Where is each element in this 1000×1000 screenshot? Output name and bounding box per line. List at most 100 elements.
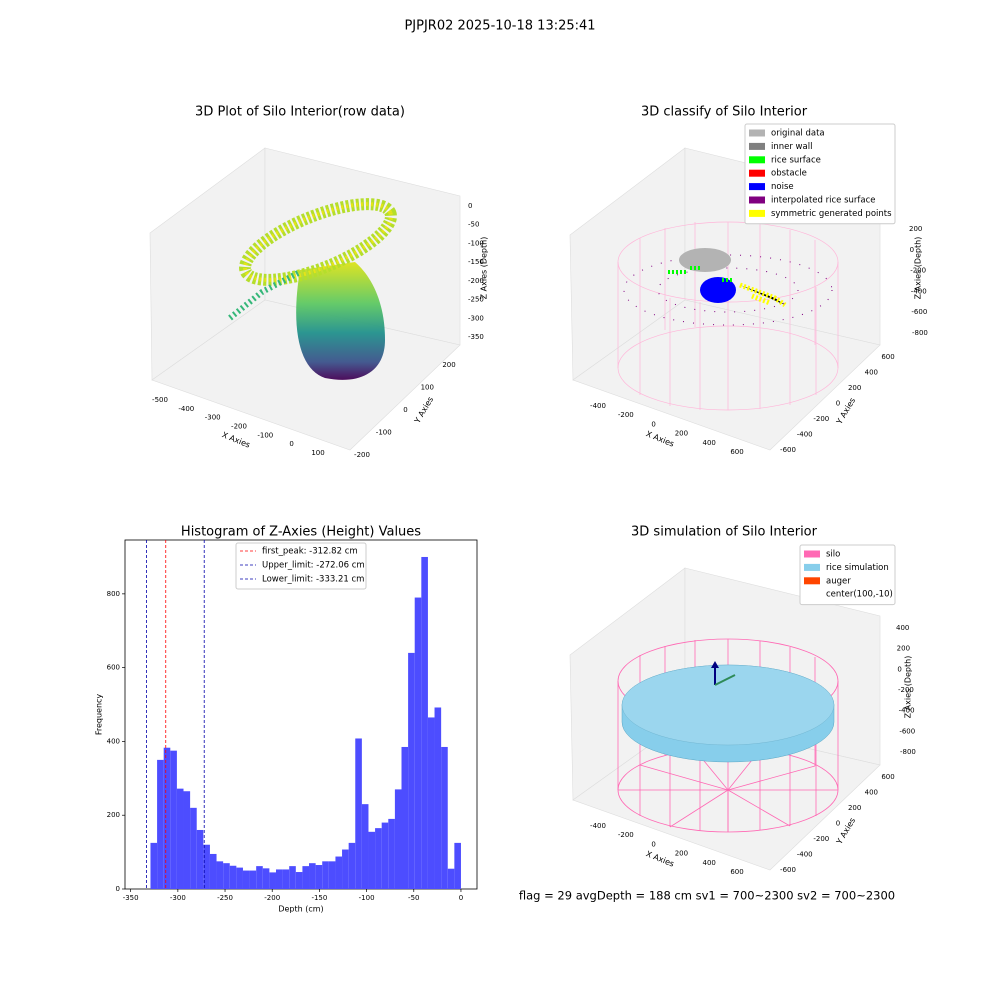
z-tick-label: -800 (912, 329, 928, 337)
z-tick-label: -600 (911, 308, 927, 316)
y-tick-label: 400 (107, 737, 120, 745)
legend-label: auger (826, 576, 851, 586)
bar (289, 866, 296, 889)
y-tick-label: 600 (881, 773, 894, 781)
z-tick-label: 200 (909, 225, 922, 233)
z-axis-label: Z Axies (Depth) (480, 237, 489, 300)
z-tick-label: 0 (910, 246, 914, 254)
x-axis-label: X Axies (645, 849, 676, 868)
legend-swatch (804, 577, 820, 585)
z-axis-label: Z Axies (Depth) (914, 237, 923, 300)
y-tick-label: 600 (881, 353, 894, 361)
bar (454, 842, 461, 889)
bar (421, 556, 428, 889)
bar (236, 867, 243, 889)
bar (342, 849, 349, 889)
z-tick-label: 0 (897, 665, 901, 673)
y-tick-label: 800 (107, 590, 120, 598)
legend-label: first_peak: -312.82 cm (262, 547, 358, 557)
x-tick-label: -350 (123, 894, 139, 902)
bar (282, 869, 290, 889)
y-tick-label: -600 (780, 866, 796, 874)
bar (183, 791, 191, 889)
x-tick-label: -200 (618, 411, 634, 419)
x-tick-label: 0 (459, 894, 463, 902)
z-tick-label: 400 (896, 624, 909, 632)
x-tick-label: -250 (217, 894, 233, 902)
bar (335, 856, 343, 889)
x-tick-label: -500 (152, 396, 168, 404)
point-cloud (228, 198, 397, 380)
x-tick-label: 600 (730, 448, 743, 456)
footer: flag = 29 avgDepth = 188 cm sv1 = 700~23… (519, 889, 895, 903)
y-tick-label: 0 (836, 820, 840, 828)
x-tick-label: 0 (289, 440, 293, 448)
legend-label: rice simulation (826, 563, 889, 573)
bar (309, 863, 316, 889)
y-tick-label: 0 (403, 406, 407, 414)
z-tick-label: -400 (911, 287, 927, 295)
y-tick-label: 200 (848, 384, 861, 392)
bar (150, 842, 158, 889)
x-tick-label: 200 (675, 850, 688, 858)
z-axis-label: Z Axies (Depth) (904, 656, 913, 719)
z-tick-label: -100 (468, 239, 484, 247)
x-tick-label: 400 (703, 859, 716, 867)
y-tick-label: 400 (865, 369, 878, 377)
y-tick-label: -200 (354, 451, 370, 459)
legend-label: Lower_limit: -333.21 cm (262, 575, 364, 585)
y-tick-label: 200 (848, 804, 861, 812)
bar (269, 872, 276, 889)
z-tick-label: -400 (899, 707, 915, 715)
bar (388, 818, 395, 889)
z-tick-label: 0 (468, 202, 472, 210)
legend-swatch (749, 169, 765, 177)
bar (295, 872, 303, 889)
z-tick-label: -50 (468, 221, 479, 229)
bar (190, 807, 197, 889)
bar (170, 750, 177, 889)
bar (196, 829, 204, 889)
y-tick-label: 0 (116, 885, 120, 893)
x-tick-label: -100 (257, 431, 273, 439)
suptitle: PJPJR02 2025-10-18 13:25:41 (404, 19, 595, 34)
bar (203, 844, 210, 889)
y-tick-label: -200 (813, 415, 829, 423)
y-axis-label: Y Axies (412, 395, 435, 425)
chart-title: 3D simulation of Silo Interior (631, 525, 818, 540)
x-tick-label: 600 (730, 868, 743, 876)
legend-swatch (749, 156, 765, 164)
x-tick-label: -400 (590, 822, 606, 830)
x-tick-label: -50 (408, 894, 419, 902)
bar (223, 863, 230, 889)
legend-label: inner wall (771, 142, 812, 152)
z-tick-label: -800 (900, 748, 916, 756)
x-tick-label: -400 (178, 405, 194, 413)
bar (434, 707, 442, 889)
x-tick-label: 0 (651, 840, 655, 848)
x-tick-label: 100 (311, 449, 324, 457)
bar (328, 861, 336, 889)
bar (441, 746, 448, 889)
y-tick-label: 0 (836, 400, 840, 408)
bar (322, 861, 329, 889)
legend-swatch (749, 183, 765, 191)
legend-box (799, 544, 896, 606)
legend-swatch (804, 563, 820, 571)
x-tick-label: -150 (311, 894, 327, 902)
bar (381, 822, 389, 889)
bar (414, 597, 422, 889)
legend-label: interpolated rice surface (771, 196, 876, 206)
x-tick-label: -100 (359, 894, 375, 902)
legend-swatch (804, 550, 820, 558)
bar (262, 868, 270, 889)
bar (275, 869, 283, 889)
bar (368, 831, 376, 889)
legend-label: silo (826, 550, 840, 560)
legend-swatch (749, 196, 765, 204)
x-tick-label: -200 (264, 894, 280, 902)
x-axis-label: Depth (cm) (278, 905, 323, 914)
legend-box (744, 123, 896, 225)
y-tick-label: 200 (107, 811, 120, 819)
chart-title: 3D classify of Silo Interior (641, 105, 808, 120)
